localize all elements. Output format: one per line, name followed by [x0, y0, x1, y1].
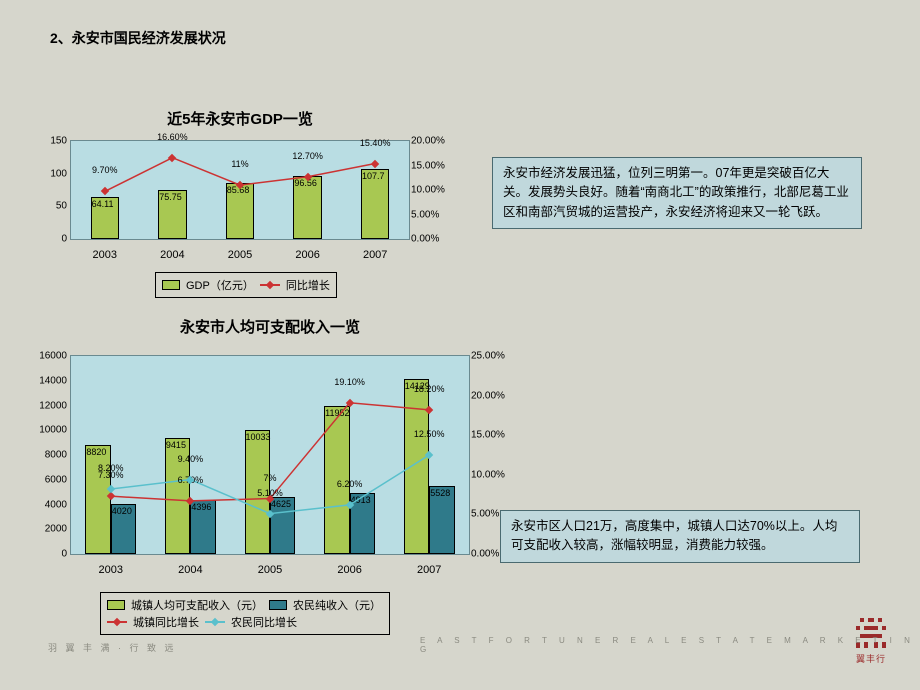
legend-swatch-line [205, 621, 225, 623]
footer-cn: 羽 翼 丰 满 · 行 致 远 [48, 641, 177, 654]
chart1-plot: 0501001500.00%5.00%10.00%15.00%20.00%200… [70, 140, 410, 240]
chart1-legend: GDP（亿元） 同比增长 [155, 272, 337, 298]
bar-value-label: 5528 [430, 488, 450, 498]
footer-en: E A S T F O R T U N E R E A L E S T A T … [420, 636, 920, 654]
legend-swatch-bar [269, 600, 287, 610]
legend-swatch-line [107, 621, 127, 623]
chart2-title: 永安市人均可支配收入一览 [70, 316, 470, 337]
note2: 永安市区人口21万，高度集中，城镇人口达70%以上。人均可支配收入较高，涨幅较明… [500, 510, 860, 563]
chart2-legend: 城镇人均可支配收入（元） 农民纯收入（元） 城镇同比增长 农民同比增长 [100, 592, 390, 635]
line-value-label: 12.50% [414, 429, 445, 439]
bar-value-label: 75.75 [159, 192, 182, 202]
legend-label: 农民同比增长 [231, 614, 297, 630]
bar-value-label: 4396 [191, 502, 211, 512]
legend-label: GDP（亿元） [186, 277, 254, 293]
bar-value-label: 107.7 [362, 171, 385, 181]
line-value-label: 9.70% [92, 165, 118, 175]
legend-swatch-bar [162, 280, 180, 290]
bar-value-label: 4625 [271, 499, 291, 509]
line-marker [371, 159, 379, 167]
bar-value-label: 64.11 [92, 199, 114, 209]
bar-value-label: 4020 [112, 506, 132, 516]
legend-swatch-bar [107, 600, 125, 610]
line-value-label: 7% [263, 473, 276, 483]
line-value-label: 9.40% [178, 454, 204, 464]
bar [85, 445, 110, 554]
bar-value-label: 8820 [86, 447, 106, 457]
line-value-label: 12.70% [292, 151, 323, 161]
note1: 永安市经济发展迅猛，位列三明第一。07年更是突破百亿大关。发展势头良好。随着“南… [492, 157, 862, 229]
line-value-label: 8.20% [98, 463, 124, 473]
line-value-label: 6.20% [337, 479, 363, 489]
line-marker [101, 187, 109, 195]
line-value-label: 16.60% [157, 132, 188, 142]
bar-value-label: 9415 [166, 440, 186, 450]
chart2-plot: 02000400060008000100001200014000160000.0… [70, 355, 470, 555]
line-value-label: 15.40% [360, 138, 391, 148]
legend-label: 城镇同比增长 [133, 614, 199, 630]
line-value-label: 11% [231, 159, 248, 169]
line-marker [168, 153, 176, 161]
bar-value-label: 11952 [325, 408, 349, 418]
line-value-label: 5.10% [257, 488, 283, 498]
legend-label: 农民纯收入（元） [293, 597, 381, 613]
legend-swatch-line [260, 284, 280, 286]
bar [404, 379, 429, 554]
legend-label: 城镇人均可支配收入（元） [131, 597, 263, 613]
legend-label: 同比增长 [286, 277, 330, 293]
section-heading: 2、永安市国民经济发展状况 [50, 28, 226, 48]
chart1-title: 近5年永安市GDP一览 [70, 108, 410, 129]
line-value-label: 19.10% [334, 377, 365, 387]
bar-value-label: 10033 [246, 432, 271, 442]
line-value-label: 18.20% [414, 384, 445, 394]
